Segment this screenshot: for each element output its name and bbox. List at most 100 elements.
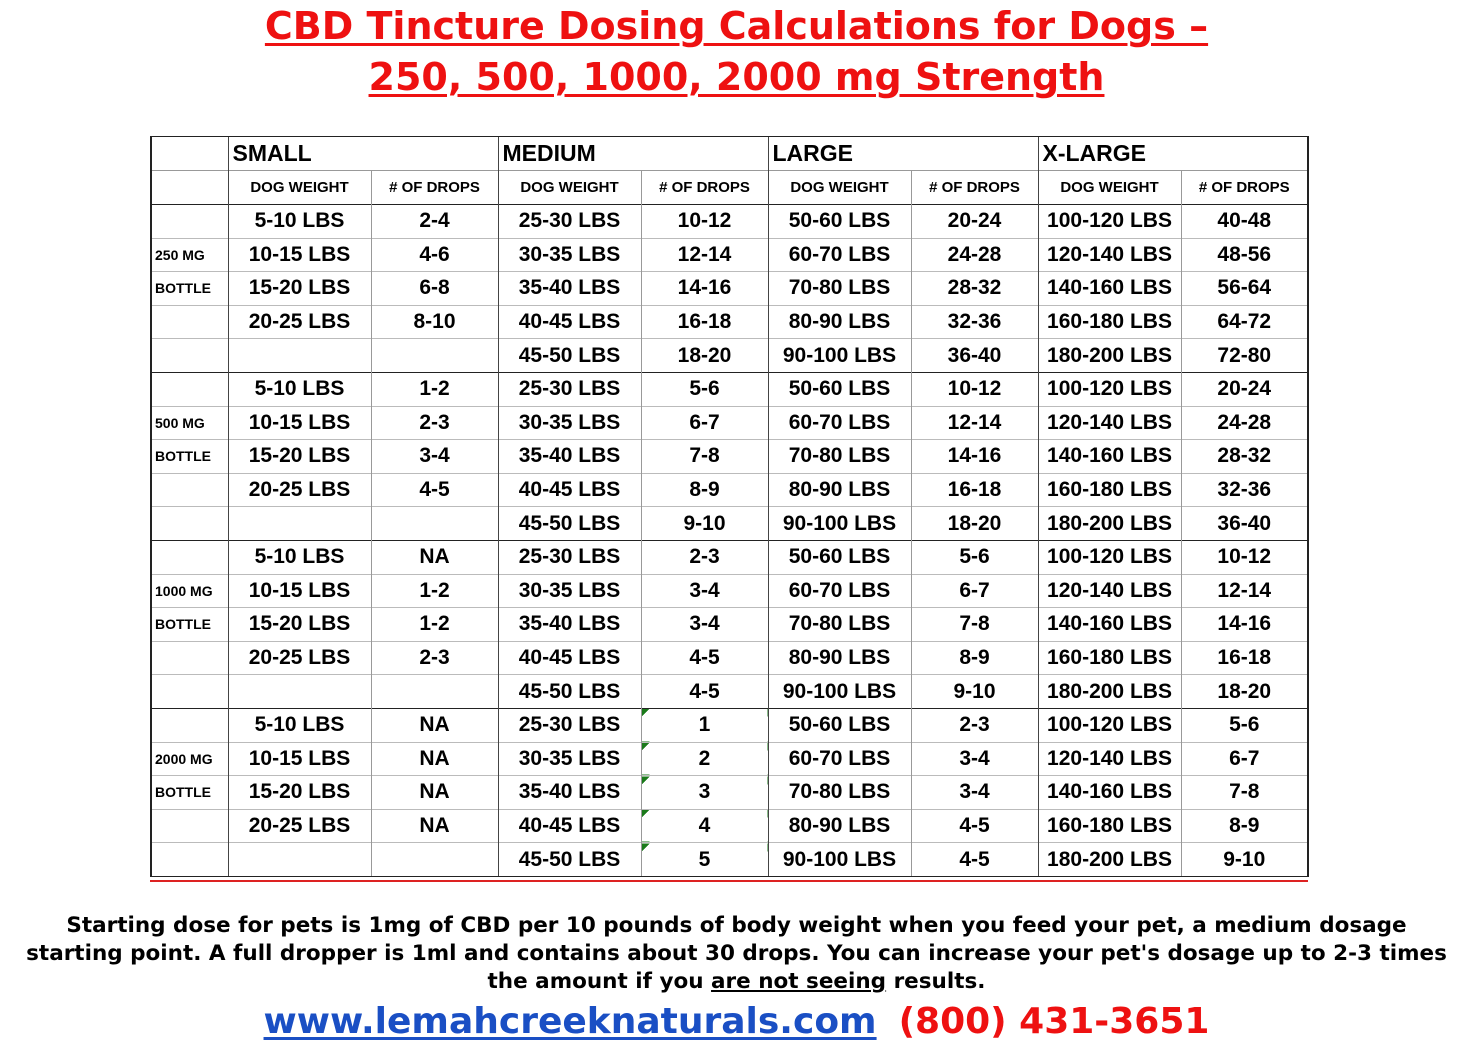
column-header-weight: DOG WEIGHT (497, 170, 641, 205)
dog-weight-cell: 40-45 LBS (497, 640, 641, 675)
table-row: BOTTLE 15-20 LBS NA 35-40 LBS 3 70-80 LBS 3-4 1… (150, 775, 1309, 810)
drops-cell: 1-2 (370, 371, 498, 407)
drops-cell: 18-20 (910, 506, 1038, 541)
dog-weight-cell: 90-100 LBS (767, 842, 911, 877)
drops-cell: 18-20 (640, 338, 768, 373)
drops-cell: 3-4 (640, 607, 768, 642)
table-row: BOTTLE 15-20 LBS 3-4 35-40 LBS 7-8 70-80 LBS 1… (150, 439, 1309, 474)
drops-cell: 36-40 (1180, 506, 1309, 541)
drops-cell: 2-3 (910, 707, 1038, 742)
note-underlined-text: are not seeing (711, 969, 887, 994)
page-title-line-2: 250, 500, 1000, 2000 mg Strength (368, 55, 1105, 99)
phone-number[interactable]: (800) 431-3651 (898, 1001, 1210, 1042)
dog-weight-cell: 60-70 LBS (767, 237, 911, 272)
drops-cell: 8-9 (910, 640, 1038, 675)
drops-cell: 5-6 (640, 371, 768, 407)
page-title-line-1: CBD Tincture Dosing Calculations for Dog… (264, 4, 1209, 48)
dog-weight-cell: 10-15 LBS (227, 573, 371, 608)
column-header-drops: # OF DROPS (370, 170, 498, 205)
dog-weight-cell: 60-70 LBS (767, 405, 911, 440)
strength-label: 500 MG (150, 405, 228, 440)
dog-weight-cell: 35-40 LBS (497, 439, 641, 474)
drops-cell: 20-24 (910, 204, 1038, 239)
strength-label: 2000 MG (150, 741, 228, 776)
strength-label (150, 338, 228, 373)
dog-weight-cell: 70-80 LBS (767, 271, 911, 306)
dog-weight-cell: 40-45 LBS (497, 304, 641, 339)
strength-label (150, 371, 228, 407)
drops-cell (370, 338, 498, 373)
dog-weight-cell: 40-45 LBS (497, 472, 641, 507)
table-row: 500 MG 10-15 LBS 2-3 30-35 LBS 6-7 60-70 LBS 1… (150, 405, 1309, 440)
table-row: 1000 MG 10-15 LBS 1-2 30-35 LBS 3-4 60-70 LBS… (150, 573, 1309, 608)
dog-weight-cell: 80-90 LBS (767, 304, 911, 339)
drops-cell: 3-4 (370, 439, 498, 474)
dog-weight-cell: 40-45 LBS (497, 808, 641, 843)
table-row: 45-50 LBS 5 90-100 LBS 4-5 180-200 LBS 9-10 (150, 842, 1309, 877)
dog-weight-cell: 35-40 LBS (497, 271, 641, 306)
dog-weight-cell: 45-50 LBS (497, 338, 641, 373)
group-header: LARGE (767, 136, 1038, 171)
dog-weight-cell: 90-100 LBS (767, 338, 911, 373)
dog-weight-cell: 60-70 LBS (767, 573, 911, 608)
note-line-3-end: results. (886, 969, 986, 994)
strength-label (150, 808, 228, 843)
drops-cell: 10-12 (640, 204, 768, 239)
drops-cell: 24-28 (1180, 405, 1309, 440)
strength-label: BOTTLE (150, 775, 228, 810)
dog-weight-cell: 25-30 LBS (497, 539, 641, 575)
drops-cell: 72-80 (1180, 338, 1309, 373)
strength-label (150, 204, 228, 239)
drops-cell: 2-3 (370, 405, 498, 440)
website-link[interactable]: www.lemahcreeknaturals.com (263, 1001, 877, 1042)
dog-weight-cell: 10-15 LBS (227, 741, 371, 776)
drops-cell: 12-14 (640, 237, 768, 272)
drops-cell: 7-8 (1180, 775, 1309, 810)
drops-cell: 32-36 (910, 304, 1038, 339)
strength-label (150, 640, 228, 675)
table-row: BOTTLE 15-20 LBS 6-8 35-40 LBS 14-16 70-80 LB… (150, 271, 1309, 306)
drops-cell: 8-10 (370, 304, 498, 339)
dog-weight-cell: 70-80 LBS (767, 439, 911, 474)
dog-weight-cell: 35-40 LBS (497, 607, 641, 642)
dog-weight-cell: 90-100 LBS (767, 674, 911, 709)
dog-weight-cell: 45-50 LBS (497, 842, 641, 877)
drops-cell: 32-36 (1180, 472, 1309, 507)
drops-cell: 14-16 (910, 439, 1038, 474)
dog-weight-cell: 100-120 LBS (1037, 371, 1181, 407)
column-header-weight: DOG WEIGHT (1037, 170, 1181, 205)
dog-weight-cell: 80-90 LBS (767, 808, 911, 843)
strength-label (150, 539, 228, 575)
dog-weight-cell: 50-60 LBS (767, 204, 911, 239)
table-row: BOTTLE 15-20 LBS 1-2 35-40 LBS 3-4 70-80 LBS 7… (150, 607, 1309, 642)
drops-cell: 28-32 (910, 271, 1038, 306)
table-row: 20-25 LBS 4-5 40-45 LBS 8-9 80-90 LBS 16-18 16… (150, 472, 1309, 507)
strength-label (150, 304, 228, 339)
dog-weight-cell: 50-60 LBS (767, 539, 911, 575)
table-row: 20-25 LBS NA 40-45 LBS 4 80-90 LBS 4-5 160-180… (150, 808, 1309, 843)
dog-weight-cell: 70-80 LBS (767, 775, 911, 810)
drops-cell: 4-5 (910, 808, 1038, 843)
drops-cell: NA (370, 741, 498, 776)
dog-weight-cell: 30-35 LBS (497, 405, 641, 440)
contact-footer: www.lemahcreeknaturals.com (800) 431-3651 (0, 1000, 1473, 1044)
drops-cell: 5-6 (1180, 707, 1309, 742)
note-line-1: Starting dose for pets is 1mg of CBD per… (66, 913, 1407, 938)
dog-weight-cell: 5-10 LBS (227, 204, 371, 239)
drops-cell: 8-9 (640, 472, 768, 507)
note-line-2: starting point. A full dropper is 1ml an… (26, 941, 1447, 966)
drops-cell: 14-16 (640, 271, 768, 306)
drops-cell: 24-28 (910, 237, 1038, 272)
dog-weight-cell: 20-25 LBS (227, 640, 371, 675)
dog-weight-cell: 15-20 LBS (227, 439, 371, 474)
dog-weight-cell: 10-15 LBS (227, 237, 371, 272)
dog-weight-cell: 140-160 LBS (1037, 607, 1181, 642)
group-header: MEDIUM (497, 136, 768, 171)
drops-cell: 16-18 (910, 472, 1038, 507)
dog-weight-cell: 80-90 LBS (767, 640, 911, 675)
dog-weight-cell: 25-30 LBS (497, 371, 641, 407)
dog-weight-cell: 15-20 LBS (227, 775, 371, 810)
drops-cell: 3-4 (640, 573, 768, 608)
dog-weight-cell: 45-50 LBS (497, 674, 641, 709)
drops-cell: 6-7 (640, 405, 768, 440)
